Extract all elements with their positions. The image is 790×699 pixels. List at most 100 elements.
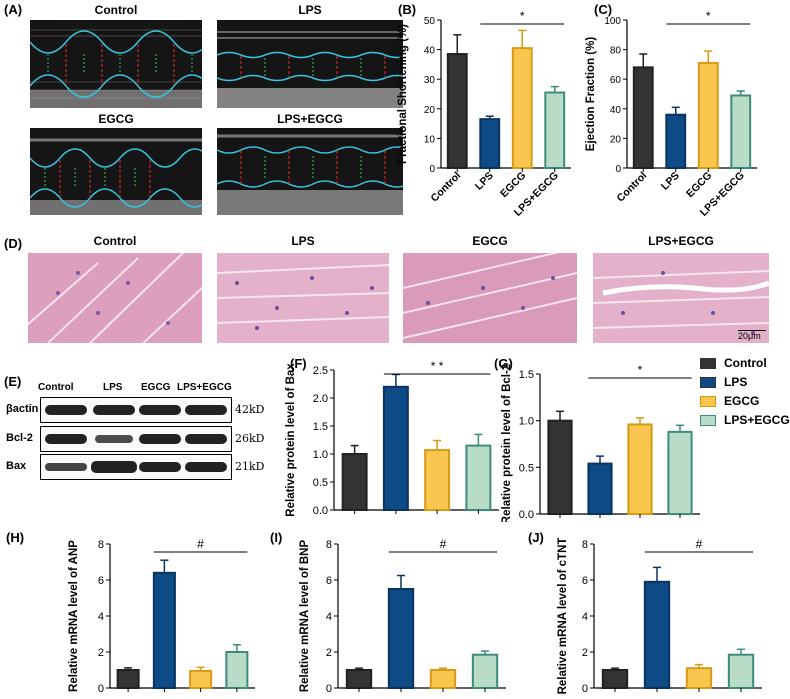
legend-item-lps: LPS: [700, 375, 790, 391]
histo-title-lps: LPS: [291, 234, 315, 248]
histology-stain-lps-egcg: [593, 253, 769, 343]
x-tick-label: LPS: [659, 170, 682, 193]
echo-title-lps: LPS: [298, 3, 322, 17]
bar: [511, 47, 533, 169]
echo-trace-control: [30, 20, 202, 108]
bar: [643, 580, 671, 689]
y-axis-label: Ejection Fraction (%): [585, 37, 597, 152]
wb-band: [185, 405, 227, 415]
legend-label-lps-egcg: LPS+EGCG: [724, 413, 790, 427]
bar: [544, 91, 566, 169]
histo-title-control: Control: [93, 234, 137, 248]
wb-strip-bax: [40, 454, 232, 480]
bar: [730, 94, 752, 169]
echo-title-lps-egcg: LPS+EGCG: [277, 112, 343, 126]
panel-label: (B): [398, 2, 416, 17]
wb-kd-bcl2: 26kD: [235, 432, 265, 445]
y-tick-label: 4: [98, 611, 104, 623]
wb-band: [93, 405, 135, 415]
bar: [547, 419, 573, 515]
y-tick-label: 10: [424, 134, 436, 145]
wb-band: [45, 434, 87, 444]
wb-band: [45, 405, 87, 415]
y-axis-label: Relative mRNA level of cTNT: [557, 538, 569, 695]
x-tick-label: EGCG: [498, 170, 528, 200]
legend-label-egcg: EGCG: [724, 394, 760, 408]
bar: [601, 669, 629, 689]
bar: [424, 449, 451, 511]
panel-label: (F): [290, 356, 307, 371]
y-axis-label: Relative mRNA level of ANP: [68, 540, 80, 692]
x-tick-label: LPS: [473, 170, 496, 193]
panel-label-a: (A): [4, 2, 23, 17]
bar: [587, 462, 613, 515]
echo-trace-lps-egcg: [217, 128, 403, 215]
bar: [345, 669, 373, 689]
y-tick-label: 6: [98, 575, 104, 587]
histo-title-egcg: EGCG: [472, 234, 508, 248]
bar: [727, 653, 755, 689]
bar: [152, 571, 176, 689]
echo-title-control: Control: [94, 3, 138, 17]
echo-trace-lps: [217, 20, 403, 108]
y-tick-label: 1.5: [313, 421, 328, 433]
wb-band: [91, 461, 137, 473]
bar: [341, 453, 368, 511]
y-tick-label: 0: [429, 164, 435, 175]
echo-image-lps-egcg: [217, 128, 403, 215]
y-tick-label: 0: [582, 683, 588, 695]
y-tick-label: 2.5: [313, 365, 328, 377]
y-tick-label: 8: [582, 539, 588, 551]
y-tick-label: 40: [424, 46, 436, 57]
wb-kd-bax: 21kD: [235, 460, 265, 473]
bar: [429, 669, 457, 689]
legend-label-lps: LPS: [724, 375, 748, 389]
echo-trace-egcg: [30, 128, 202, 215]
y-tick-label: 0.0: [313, 505, 328, 517]
chart-bnp-mrna: (I) 0 2 4 6 8 Relative mRNA level of BNP #: [270, 530, 506, 695]
y-tick-label: 0: [615, 164, 621, 175]
wb-row-label-bax: Bax: [6, 460, 27, 472]
y-tick-label: 2.0: [313, 393, 328, 405]
panel-label: (H): [6, 530, 24, 545]
chart-ctnt-mrna: (J) 0 2 4 6 8 Relative mRNA level of cTNT #: [528, 530, 762, 695]
y-tick-label: 0: [98, 683, 104, 695]
bar: [685, 667, 713, 689]
chart-bax-protein: (F) 0.0 0.5 1.0 1.5 2.0 2.5 Relative protein le…: [285, 356, 499, 517]
legend-swatch-lps: [700, 377, 716, 388]
scale-bar-label: 20μm: [738, 331, 761, 341]
y-tick-label: 1.5: [519, 369, 534, 381]
significance-marker: #: [696, 537, 703, 551]
legend-swatch-lps-egcg: [700, 415, 716, 426]
wb-kd-bactin: 42kD: [235, 403, 265, 416]
bar: [665, 113, 687, 169]
wb-strip-bactin: [40, 397, 232, 423]
y-tick-label: 80: [610, 46, 622, 57]
panel-label: (C): [594, 2, 612, 17]
significance-marker: *: [638, 363, 643, 377]
wb-band: [45, 463, 87, 471]
y-tick-label: 0: [326, 683, 332, 695]
bar: [225, 651, 249, 689]
legend-item-egcg: EGCG: [700, 394, 790, 410]
panel-label: (I): [270, 530, 282, 545]
bar: [446, 53, 468, 169]
significance-marker: #: [440, 537, 447, 551]
y-tick-label: 1.0: [313, 449, 328, 461]
wb-band: [139, 462, 181, 472]
chart-anp-mrna: (H) 0 2 4 6 8 Relative mRNA level of ANP #: [6, 530, 255, 695]
y-tick-label: 60: [610, 75, 622, 86]
echo-image-control: [30, 20, 202, 108]
y-tick-label: 4: [326, 611, 332, 623]
legend-item-control: Control: [700, 356, 790, 372]
wb-row-label-bactin: βactin: [6, 403, 39, 415]
y-axis-label: Relative protein level of Bax: [285, 363, 297, 517]
histology-image-egcg: [403, 253, 577, 343]
y-tick-label: 50: [424, 16, 436, 27]
bar: [697, 61, 719, 169]
wb-band: [185, 462, 227, 472]
y-tick-label: 2: [98, 647, 104, 659]
bar: [382, 385, 409, 511]
bar: [632, 66, 654, 169]
